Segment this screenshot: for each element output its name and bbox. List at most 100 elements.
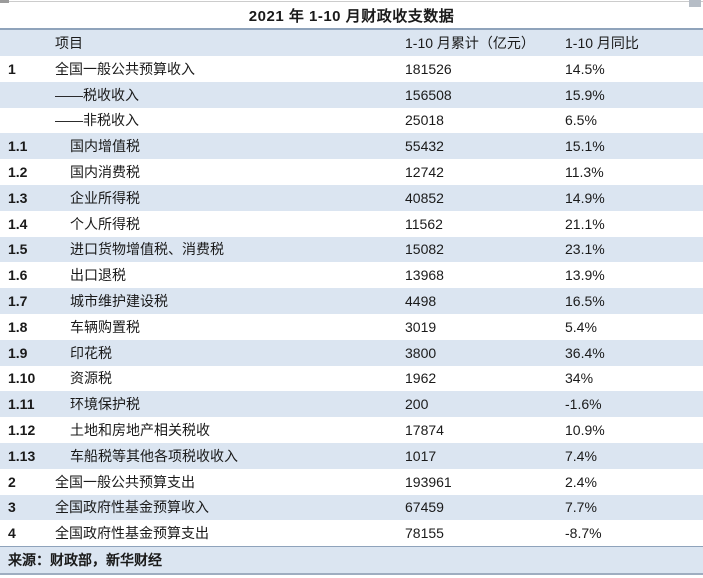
bottom-border [0, 573, 703, 575]
table-row: 1.4 个人所得税 11562 21.1% [0, 210, 703, 237]
cell-label: 城市维护建设税 [70, 293, 168, 310]
cell-label: 企业所得税 [70, 189, 140, 206]
cell-yoy: 5.4% [565, 318, 597, 335]
cell-code: 1.7 [8, 293, 28, 310]
cell-yoy: 10.9% [565, 422, 605, 439]
table-row: 1.7 城市维护建设税 4498 16.5% [0, 288, 703, 314]
cell-value: 1962 [405, 370, 437, 387]
cell-yoy: 13.9% [565, 267, 605, 284]
cell-code: 1.2 [8, 164, 28, 181]
cell-value: 67459 [405, 499, 444, 516]
cell-code: 1.12 [8, 422, 36, 439]
source-footer: 来源：财政部，新华财经 [0, 546, 703, 573]
cell-value: 55432 [405, 138, 444, 155]
table-row: 1.8 车辆购置税 3019 5.4% [0, 313, 703, 340]
cell-yoy: 36.4% [565, 344, 605, 361]
cell-yoy: 7.4% [565, 447, 597, 464]
cell-label: 全国政府性基金预算收入 [55, 499, 209, 516]
cell-yoy: 14.9% [565, 189, 605, 206]
cell-yoy: 16.5% [565, 293, 605, 310]
table-row: 1.10 资源税 1962 34% [0, 365, 703, 392]
table-row: 3 全国政府性基金预算收入 67459 7.7% [0, 494, 703, 521]
cell-value: 13968 [405, 267, 444, 284]
table-title: 2021 年 1-10 月财政收支数据 [0, 3, 703, 28]
cell-value: 4498 [405, 293, 437, 310]
cell-label: 车船税等其他各项税收收入 [70, 447, 238, 464]
cell-label: 环境保护税 [70, 396, 140, 413]
cell-yoy: 21.1% [565, 215, 605, 232]
cell-value: 78155 [405, 525, 444, 542]
cell-yoy: 23.1% [565, 241, 605, 258]
cell-value: 25018 [405, 112, 444, 129]
cropped-top-edge [0, 0, 703, 7]
cell-label: ——非税收入 [55, 112, 139, 129]
cell-yoy: 15.9% [565, 86, 605, 103]
title-separator [0, 28, 703, 30]
table-row: 1.3 企业所得税 40852 14.9% [0, 184, 703, 211]
cell-value: 3019 [405, 318, 437, 335]
cell-yoy: 14.5% [565, 60, 605, 77]
cell-label: ——税收收入 [55, 86, 139, 103]
cell-code: 1.8 [8, 318, 28, 335]
cell-value: 200 [405, 396, 429, 413]
cell-yoy: -8.7% [565, 525, 602, 542]
table-row: 1.1 国内增值税 55432 15.1% [0, 133, 703, 160]
cell-code: 1.3 [8, 189, 28, 206]
cell-value: 17874 [405, 422, 444, 439]
table-row: 1.5 进口货物增值税、消费税 15082 23.1% [0, 236, 703, 263]
table-row: 1 全国一般公共预算收入 181526 14.5% [0, 56, 703, 82]
header-cumulative: 1-10 月累计（亿元） [405, 35, 535, 51]
cell-value: 1017 [405, 447, 437, 464]
cell-label: 全国政府性基金预算支出 [55, 525, 209, 542]
header-yoy: 1-10 月同比 [565, 35, 639, 51]
cell-label: 印花税 [70, 344, 112, 361]
cell-code: 1.4 [8, 215, 28, 232]
cell-code: 1.5 [8, 241, 28, 258]
cell-code: 1.13 [8, 447, 36, 464]
cell-label: 资源税 [70, 370, 112, 387]
cell-yoy: 7.7% [565, 499, 597, 516]
cell-value: 193961 [405, 473, 452, 490]
cell-code: 3 [8, 499, 16, 516]
cell-code: 1.6 [8, 267, 28, 284]
cell-value: 12742 [405, 164, 444, 181]
table-rows: 1 全国一般公共预算收入 181526 14.5% ——税收收入 156508 15.9% —… [0, 56, 703, 547]
cell-code: 1.1 [8, 138, 28, 155]
cell-yoy: 6.5% [565, 112, 597, 129]
bottom-gap [0, 575, 703, 578]
cell-code: 1 [8, 60, 16, 77]
table-row: 1.12 土地和房地产相关税收 17874 10.9% [0, 417, 703, 443]
cell-value: 181526 [405, 60, 452, 77]
cell-label: 土地和房地产相关税收 [70, 422, 210, 439]
header-item: 项目 [55, 35, 83, 51]
table-row: 2 全国一般公共预算支出 193961 2.4% [0, 468, 703, 495]
cell-yoy: -1.6% [565, 396, 602, 413]
table-row: 1.2 国内消费税 12742 11.3% [0, 159, 703, 185]
cell-value: 15082 [405, 241, 444, 258]
cell-code: 1.9 [8, 344, 28, 361]
cell-value: 3800 [405, 344, 437, 361]
table-row: ——非税收入 25018 6.5% [0, 107, 703, 134]
top-right-crop-artifact [689, 0, 701, 7]
top-hairline [0, 1, 703, 2]
cell-code: 1.10 [8, 370, 36, 387]
top-left-crop-artifact [0, 0, 9, 3]
table-row: 1.11 环境保护税 200 -1.6% [0, 391, 703, 418]
cell-value: 11562 [405, 215, 443, 232]
cell-label: 全国一般公共预算支出 [55, 473, 195, 490]
cell-value: 156508 [405, 86, 452, 103]
table-header-row: 项目 1-10 月累计（亿元） 1-10 月同比 [0, 30, 703, 56]
table-row: 4 全国政府性基金预算支出 78155 -8.7% [0, 520, 703, 547]
table-row: ——税收收入 156508 15.9% [0, 81, 703, 108]
cell-value: 40852 [405, 189, 444, 206]
cell-label: 个人所得税 [70, 215, 140, 232]
table-row: 1.6 出口退税 13968 13.9% [0, 262, 703, 289]
cell-label: 全国一般公共预算收入 [55, 60, 195, 77]
cell-label: 车辆购置税 [70, 318, 140, 335]
cell-code: 1.11 [8, 396, 35, 413]
cell-label: 国内消费税 [70, 164, 140, 181]
cell-yoy: 34% [565, 370, 594, 387]
cell-yoy: 2.4% [565, 473, 597, 490]
cell-yoy: 15.1% [565, 138, 605, 155]
